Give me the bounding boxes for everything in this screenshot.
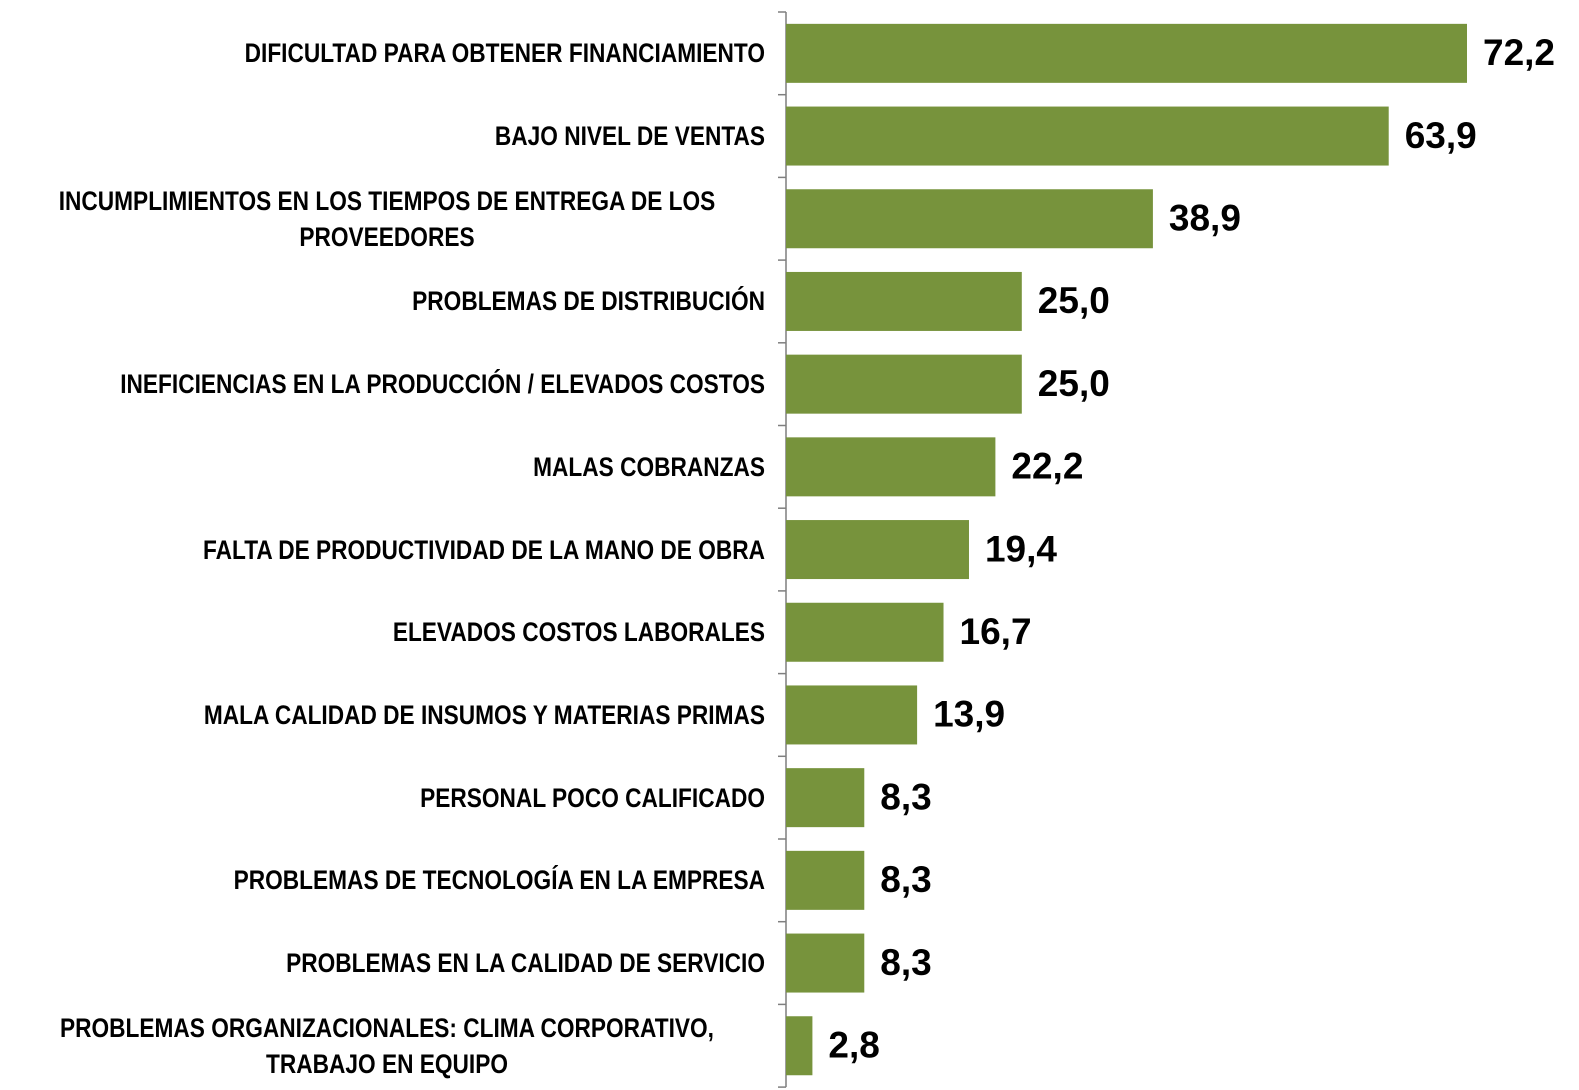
value-label: 16,7 bbox=[960, 611, 1032, 652]
category-label: MALA CALIDAD DE INSUMOS Y MATERIAS PRIMA… bbox=[203, 699, 765, 730]
category-label: DIFICULTAD PARA OBTENER FINANCIAMIENTO bbox=[244, 38, 765, 69]
bar bbox=[786, 354, 1022, 414]
category-label: BAJO NIVEL DE VENTAS bbox=[494, 121, 765, 152]
bar bbox=[786, 437, 996, 497]
category-label: INCUMPLIMIENTOS EN LOS TIEMPOS DE ENTREG… bbox=[58, 185, 716, 252]
category-label: MALAS COBRANZAS bbox=[533, 451, 765, 482]
category-label-box: DIFICULTAD PARA OBTENER FINANCIAMIENTO bbox=[9, 35, 765, 71]
category-label-box: PERSONAL POCO CALIFICADO bbox=[9, 780, 765, 816]
category-label: PROBLEMAS DE TECNOLOGÍA EN LA EMPRESA bbox=[233, 865, 765, 896]
value-label: 2,8 bbox=[828, 1025, 879, 1066]
category-label-box: PROBLEMAS DE TECNOLOGÍA EN LA EMPRESA bbox=[9, 862, 765, 898]
category-label-box: INEFICIENCIAS EN LA PRODUCCIÓN / ELEVADO… bbox=[9, 366, 765, 402]
category-label: PROBLEMAS DE DISTRIBUCIÓN bbox=[412, 286, 765, 317]
value-label: 8,3 bbox=[880, 776, 931, 817]
category-label-box: FALTA DE PRODUCTIVIDAD DE LA MANO DE OBR… bbox=[9, 532, 765, 568]
value-label: 25,0 bbox=[1038, 363, 1110, 404]
bar bbox=[786, 520, 969, 580]
bar bbox=[786, 685, 918, 745]
category-label-box: INCUMPLIMIENTOS EN LOS TIEMPOS DE ENTREG… bbox=[9, 183, 765, 255]
value-label: 13,9 bbox=[933, 694, 1005, 735]
category-label: FALTA DE PRODUCTIVIDAD DE LA MANO DE OBR… bbox=[203, 534, 766, 565]
category-label-box: PROBLEMAS DE DISTRIBUCIÓN bbox=[9, 283, 765, 319]
category-label: PROBLEMAS EN LA CALIDAD DE SERVICIO bbox=[286, 948, 765, 979]
value-label: 72,2 bbox=[1483, 32, 1555, 73]
value-label: 38,9 bbox=[1169, 198, 1241, 239]
value-label: 22,2 bbox=[1011, 446, 1083, 487]
bar bbox=[786, 23, 1467, 83]
value-label: 63,9 bbox=[1405, 115, 1477, 156]
value-label: 25,0 bbox=[1038, 280, 1110, 321]
bar bbox=[786, 768, 865, 828]
category-label-box: PROBLEMAS EN LA CALIDAD DE SERVICIO bbox=[9, 945, 765, 981]
bar bbox=[786, 106, 1389, 166]
category-label-box: PROBLEMAS ORGANIZACIONALES: CLIMA CORPOR… bbox=[9, 1010, 765, 1082]
bar bbox=[786, 1016, 813, 1076]
bar bbox=[786, 850, 865, 910]
bar bbox=[786, 933, 865, 993]
category-label: ELEVADOS COSTOS LABORALES bbox=[392, 617, 765, 648]
bar bbox=[786, 271, 1022, 331]
category-label-box: MALA CALIDAD DE INSUMOS Y MATERIAS PRIMA… bbox=[9, 697, 765, 733]
category-label-box: MALAS COBRANZAS bbox=[9, 449, 765, 485]
bar bbox=[786, 602, 944, 662]
value-label: 8,3 bbox=[880, 942, 931, 983]
value-label: 19,4 bbox=[985, 528, 1057, 569]
category-label-box: BAJO NIVEL DE VENTAS bbox=[9, 118, 765, 154]
value-label: 8,3 bbox=[880, 859, 931, 900]
category-label: PERSONAL POCO CALIFICADO bbox=[420, 782, 765, 813]
category-label: INEFICIENCIAS EN LA PRODUCCIÓN / ELEVADO… bbox=[120, 369, 765, 400]
category-label: PROBLEMAS ORGANIZACIONALES: CLIMA CORPOR… bbox=[60, 1012, 714, 1079]
category-label-box: ELEVADOS COSTOS LABORALES bbox=[9, 614, 765, 650]
bar bbox=[786, 189, 1153, 249]
